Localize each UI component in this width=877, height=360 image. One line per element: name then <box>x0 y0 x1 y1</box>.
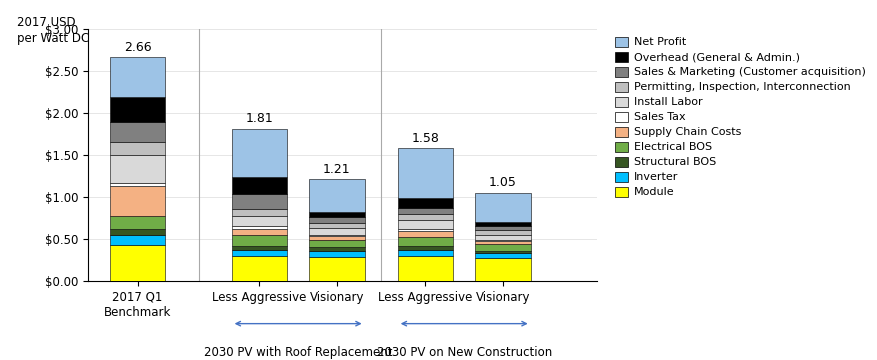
Bar <box>474 258 530 281</box>
Text: 1.05: 1.05 <box>488 176 517 189</box>
Bar <box>309 240 364 247</box>
Bar <box>110 97 165 122</box>
Bar <box>232 250 287 256</box>
Text: 1.58: 1.58 <box>411 132 438 145</box>
Bar <box>397 208 453 215</box>
Bar <box>232 216 287 226</box>
Bar <box>232 129 287 177</box>
Bar <box>232 246 287 250</box>
Bar <box>110 155 165 183</box>
Bar <box>110 183 165 186</box>
Bar <box>110 235 165 245</box>
Bar <box>397 250 453 256</box>
Bar <box>474 222 530 226</box>
Bar <box>397 198 453 208</box>
Bar <box>232 194 287 208</box>
Bar <box>474 251 530 253</box>
Text: 1.81: 1.81 <box>246 112 273 125</box>
Bar <box>110 186 165 216</box>
Bar <box>232 208 287 216</box>
Text: 2030 PV on New Construction: 2030 PV on New Construction <box>376 346 551 359</box>
Bar <box>309 217 364 223</box>
Bar <box>474 240 530 241</box>
Bar <box>309 223 364 228</box>
Text: 2.66: 2.66 <box>124 41 151 54</box>
Bar <box>397 215 453 220</box>
Bar <box>232 235 287 246</box>
Legend: Net Profit, Overhead (General & Admin.), Sales & Marketing (Customer acquisition: Net Profit, Overhead (General & Admin.),… <box>612 34 867 199</box>
Bar <box>110 122 165 143</box>
Text: 1.21: 1.21 <box>323 163 350 176</box>
Bar <box>309 236 364 240</box>
Bar <box>474 244 530 251</box>
Bar <box>232 177 287 194</box>
Bar <box>110 245 165 281</box>
Bar <box>397 229 453 231</box>
Bar <box>397 237 453 246</box>
Bar <box>110 229 165 235</box>
Bar <box>232 226 287 229</box>
Bar <box>309 257 364 281</box>
Bar <box>397 148 453 198</box>
Bar <box>474 241 530 244</box>
Bar <box>110 57 165 97</box>
Bar <box>474 226 530 230</box>
Bar <box>397 246 453 250</box>
Bar <box>309 251 364 257</box>
Text: 2017 USD
per Watt DC: 2017 USD per Watt DC <box>17 16 89 45</box>
Bar <box>309 212 364 217</box>
Bar <box>474 253 530 258</box>
Bar <box>110 143 165 155</box>
Bar <box>110 216 165 229</box>
Bar <box>474 235 530 240</box>
Text: 2030 PV with Roof Replacement: 2030 PV with Roof Replacement <box>203 346 392 359</box>
Bar <box>309 235 364 236</box>
Bar <box>309 179 364 212</box>
Bar <box>474 230 530 235</box>
Bar <box>397 231 453 237</box>
Bar <box>309 247 364 251</box>
Bar <box>309 228 364 235</box>
Bar <box>232 229 287 235</box>
Bar <box>397 256 453 281</box>
Bar <box>232 256 287 281</box>
Bar <box>397 220 453 229</box>
Bar <box>474 193 530 222</box>
